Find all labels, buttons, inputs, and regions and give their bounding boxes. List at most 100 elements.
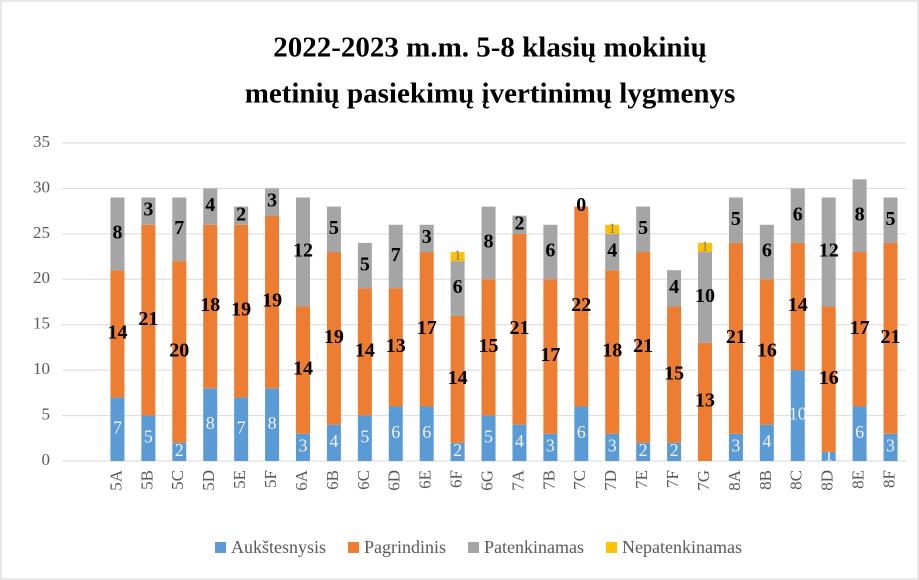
data-label: 2 (514, 212, 524, 234)
data-label: 21 (633, 335, 653, 357)
data-label: 18 (200, 294, 220, 316)
data-label: 21 (881, 326, 901, 348)
bar-segment (203, 388, 218, 461)
bar-segment (265, 215, 280, 389)
data-label: 3 (608, 435, 617, 455)
data-label: 3 (731, 435, 740, 455)
bar-segment (296, 433, 310, 461)
bar-segment (296, 306, 310, 434)
x-tick-label: 5E (230, 470, 249, 489)
bar-segment (728, 242, 743, 434)
bar-segment (543, 433, 558, 461)
data-label: 19 (324, 326, 344, 348)
data-label: 1 (701, 239, 709, 255)
bar-segment (667, 442, 682, 461)
data-label: 4 (762, 431, 771, 451)
y-tick-label: 30 (33, 177, 50, 196)
bar-segment (636, 442, 651, 461)
x-tick-label: 5B (137, 470, 156, 490)
y-tick-label: 15 (33, 314, 50, 333)
data-label: 15 (479, 335, 499, 357)
bar-segment (605, 433, 620, 461)
data-label: 1 (454, 248, 462, 264)
y-tick-label: 25 (33, 223, 50, 242)
data-label: 5 (144, 426, 153, 446)
data-label: 13 (695, 390, 715, 412)
data-label: 6 (577, 422, 586, 442)
bar-segment (790, 188, 805, 243)
bar-segment (821, 306, 836, 452)
bar-segment (883, 197, 898, 243)
bar-segment (450, 252, 465, 262)
data-label: 8 (112, 221, 122, 243)
legend-swatch (468, 542, 480, 553)
data-label: 19 (231, 299, 251, 321)
data-label: 3 (422, 226, 432, 248)
data-label: 8 (484, 231, 494, 253)
bar-segment (574, 206, 589, 407)
data-label: 16 (757, 340, 777, 362)
bar-segment (883, 433, 898, 461)
x-tick-label: 8D (818, 470, 837, 491)
x-tick-label: 8C (787, 470, 806, 490)
bar-segment (636, 252, 651, 443)
data-label: 12 (293, 240, 313, 262)
x-tick-label: 6G (477, 470, 496, 491)
data-label: 14 (355, 340, 375, 362)
data-label: 4 (669, 276, 679, 298)
data-label: 17 (417, 317, 437, 339)
bar-segment (481, 206, 496, 280)
data-label: 15 (664, 362, 684, 384)
bar-segment (357, 242, 372, 289)
legend-swatch (348, 542, 360, 553)
bar-segment (388, 406, 403, 461)
data-label: 2 (175, 440, 184, 460)
bar-segment (203, 224, 218, 389)
data-label: 3 (299, 435, 308, 455)
y-tick-label: 20 (33, 268, 50, 287)
data-label: 14 (107, 321, 127, 343)
data-label: 14 (788, 294, 808, 316)
x-tick-label: 5F (261, 470, 280, 488)
x-tick-label: 7G (694, 470, 713, 491)
bar-segment (234, 397, 249, 461)
bar-segment (728, 433, 743, 461)
data-label: 6 (545, 240, 555, 262)
data-label: 0 (576, 194, 586, 216)
data-label: 1 (608, 221, 616, 237)
bar-segment (234, 206, 249, 225)
data-label: 5 (360, 426, 369, 446)
y-tick-label: 5 (42, 404, 51, 423)
data-label: 17 (540, 344, 560, 366)
x-tick-label: 8E (849, 470, 868, 489)
bar-segment (636, 206, 651, 253)
data-label: 21 (138, 308, 158, 330)
data-label: 10 (789, 404, 807, 424)
bar-segment (698, 242, 712, 253)
bar-segment (481, 279, 496, 416)
data-label: 12 (819, 240, 839, 262)
data-label: 3 (886, 435, 895, 455)
data-label: 5 (484, 426, 493, 446)
bar-segment (759, 279, 774, 425)
bar-segment (419, 406, 434, 461)
bar-segment (698, 252, 712, 343)
bar-segment (388, 224, 403, 289)
data-label: 5 (886, 208, 896, 230)
bar-segment (110, 397, 125, 461)
data-label: 21 (509, 317, 529, 339)
x-tick-label: 6E (416, 470, 435, 489)
chart-title: 2022-2023 m.m. 5-8 klasių mokinių (273, 32, 706, 64)
bar-segment (419, 252, 434, 407)
data-label: 4 (205, 194, 215, 216)
legend-label: Pagrindinis (364, 537, 446, 557)
bar-segment (605, 224, 620, 234)
data-label: 8 (268, 413, 277, 433)
bar-segment (728, 197, 743, 243)
bar-segment (450, 261, 465, 316)
bar-segment (512, 233, 527, 425)
x-tick-label: 6F (447, 470, 466, 488)
data-label: 7 (174, 217, 184, 239)
bar-segment (852, 179, 867, 253)
data-label: 16 (819, 367, 839, 389)
